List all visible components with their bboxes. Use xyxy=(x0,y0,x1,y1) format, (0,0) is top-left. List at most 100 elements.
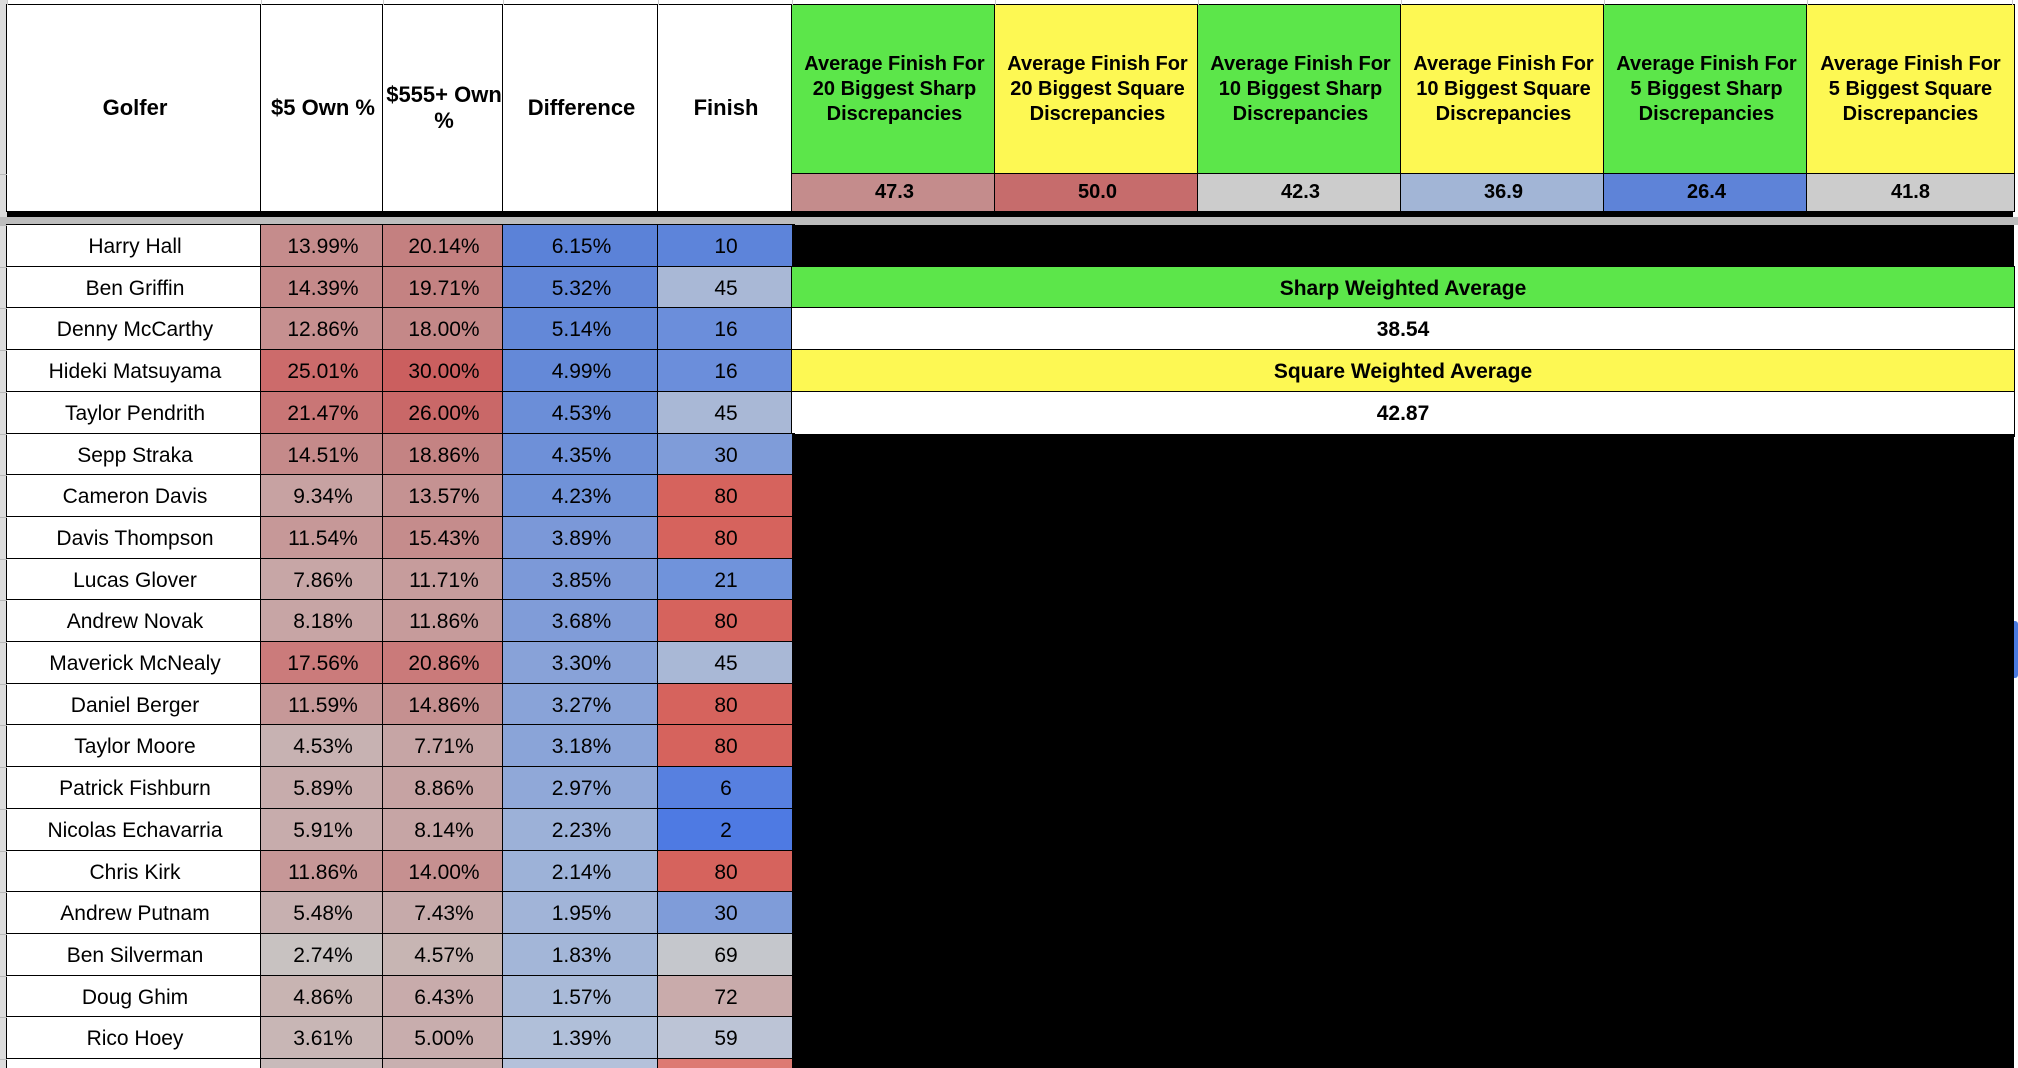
golfer-cell[interactable]: Andrew Novak xyxy=(7,600,263,644)
own5-cell[interactable]: 8.18% xyxy=(261,600,385,644)
square-weighted-average-label[interactable]: Square Weighted Average xyxy=(792,350,2014,394)
own555-cell[interactable]: 26.00% xyxy=(383,392,505,436)
golfer-cell[interactable]: Sepp Straka xyxy=(7,434,263,477)
own5-cell[interactable]: 5.89% xyxy=(261,767,385,811)
own555-cell[interactable]: 18.00% xyxy=(383,308,505,352)
partial-row-cell[interactable] xyxy=(7,1059,263,1068)
own555-cell[interactable]: 8.86% xyxy=(383,767,505,811)
diff-cell[interactable]: 3.27% xyxy=(503,684,660,727)
golfer-cell[interactable]: Doug Ghim xyxy=(7,976,263,1019)
column-header-golfer[interactable]: Golfer xyxy=(7,5,263,211)
finish-cell[interactable]: 6 xyxy=(658,767,794,811)
own5-cell[interactable]: 14.39% xyxy=(261,267,385,310)
own555-cell[interactable]: 14.00% xyxy=(383,851,505,894)
finish-cell[interactable]: 80 xyxy=(658,600,794,644)
golfer-cell[interactable]: Cameron Davis xyxy=(7,475,263,519)
diff-cell[interactable]: 1.95% xyxy=(503,892,660,936)
golfer-cell[interactable]: Rico Hoey xyxy=(7,1017,263,1061)
own555-cell[interactable]: 14.86% xyxy=(383,684,505,727)
finish-cell[interactable]: 2 xyxy=(658,809,794,853)
own5-cell[interactable]: 3.61% xyxy=(261,1017,385,1061)
finish-cell[interactable]: 30 xyxy=(658,434,794,477)
diff-cell[interactable]: 2.14% xyxy=(503,851,660,894)
own5-cell[interactable]: 17.56% xyxy=(261,642,385,686)
finish-cell[interactable]: 80 xyxy=(658,725,794,769)
own555-cell[interactable]: 7.71% xyxy=(383,725,505,769)
own5-cell[interactable]: 11.54% xyxy=(261,517,385,561)
column-header-difference[interactable]: Difference xyxy=(503,5,660,211)
golfer-cell[interactable]: Chris Kirk xyxy=(7,851,263,894)
metric-header-cell[interactable]: Average Finish For 10 Biggest Sharp Disc… xyxy=(1198,5,1403,174)
metric-header-cell[interactable]: Average Finish For 10 Biggest Square Dis… xyxy=(1401,5,1606,174)
finish-cell[interactable]: 72 xyxy=(658,976,794,1019)
sharp-weighted-average-label[interactable]: Sharp Weighted Average xyxy=(792,267,2014,310)
partial-row-cell[interactable] xyxy=(503,1059,660,1068)
own5-cell[interactable]: 12.86% xyxy=(261,308,385,352)
diff-cell[interactable]: 5.32% xyxy=(503,267,660,310)
partial-row-cell[interactable] xyxy=(383,1059,505,1068)
golfer-cell[interactable]: Harry Hall xyxy=(7,225,263,269)
own5-cell[interactable]: 4.86% xyxy=(261,976,385,1019)
golfer-cell[interactable]: Daniel Berger xyxy=(7,684,263,727)
own5-cell[interactable]: 4.53% xyxy=(261,725,385,769)
diff-cell[interactable]: 3.85% xyxy=(503,559,660,602)
finish-cell[interactable]: 16 xyxy=(658,308,794,352)
metric-header-cell[interactable]: Average Finish For 20 Biggest Square Dis… xyxy=(995,5,1200,174)
own5-cell[interactable]: 21.47% xyxy=(261,392,385,436)
golfer-cell[interactable]: Hideki Matsuyama xyxy=(7,350,263,394)
own5-cell[interactable]: 7.86% xyxy=(261,559,385,602)
own5-cell[interactable]: 11.59% xyxy=(261,684,385,727)
scrollbar-thumb[interactable] xyxy=(2011,621,2018,678)
diff-cell[interactable]: 5.14% xyxy=(503,308,660,352)
golfer-cell[interactable]: Lucas Glover xyxy=(7,559,263,602)
golfer-cell[interactable]: Denny McCarthy xyxy=(7,308,263,352)
own5-cell[interactable]: 9.34% xyxy=(261,475,385,519)
metric-value-cell[interactable]: 36.9 xyxy=(1401,174,1606,211)
diff-cell[interactable]: 4.53% xyxy=(503,392,660,436)
golfer-cell[interactable]: Ben Silverman xyxy=(7,934,263,978)
own555-cell[interactable]: 15.43% xyxy=(383,517,505,561)
diff-cell[interactable]: 3.89% xyxy=(503,517,660,561)
diff-cell[interactable]: 3.68% xyxy=(503,600,660,644)
metric-header-cell[interactable]: Average Finish For 5 Biggest Square Disc… xyxy=(1807,5,2014,174)
golfer-cell[interactable]: Andrew Putnam xyxy=(7,892,263,936)
finish-cell[interactable]: 80 xyxy=(658,475,794,519)
own555-cell[interactable]: 13.57% xyxy=(383,475,505,519)
diff-cell[interactable]: 4.99% xyxy=(503,350,660,394)
own555-cell[interactable]: 8.14% xyxy=(383,809,505,853)
finish-cell[interactable]: 80 xyxy=(658,517,794,561)
own555-cell[interactable]: 20.14% xyxy=(383,225,505,269)
square-weighted-average-value[interactable]: 42.87 xyxy=(792,392,2014,436)
own555-cell[interactable]: 7.43% xyxy=(383,892,505,936)
own5-cell[interactable]: 2.74% xyxy=(261,934,385,978)
diff-cell[interactable]: 1.39% xyxy=(503,1017,660,1061)
diff-cell[interactable]: 1.83% xyxy=(503,934,660,978)
finish-cell[interactable]: 16 xyxy=(658,350,794,394)
diff-cell[interactable]: 2.23% xyxy=(503,809,660,853)
partial-row-cell[interactable] xyxy=(261,1059,385,1068)
own5-cell[interactable]: 5.48% xyxy=(261,892,385,936)
own555-cell[interactable]: 20.86% xyxy=(383,642,505,686)
metric-value-cell[interactable]: 42.3 xyxy=(1198,174,1403,211)
diff-cell[interactable]: 4.35% xyxy=(503,434,660,477)
diff-cell[interactable]: 1.57% xyxy=(503,976,660,1019)
metric-value-cell[interactable]: 26.4 xyxy=(1604,174,1809,211)
metric-value-cell[interactable]: 41.8 xyxy=(1807,174,2014,211)
column-header-own555[interactable]: $555+ Own % xyxy=(383,5,505,211)
own555-cell[interactable]: 5.00% xyxy=(383,1017,505,1061)
own555-cell[interactable]: 18.86% xyxy=(383,434,505,477)
finish-cell[interactable]: 80 xyxy=(658,684,794,727)
own555-cell[interactable]: 30.00% xyxy=(383,350,505,394)
metric-header-cell[interactable]: Average Finish For 20 Biggest Sharp Disc… xyxy=(792,5,997,174)
sharp-weighted-average-value[interactable]: 38.54 xyxy=(792,308,2014,352)
finish-cell[interactable]: 10 xyxy=(658,225,794,269)
own555-cell[interactable]: 6.43% xyxy=(383,976,505,1019)
golfer-cell[interactable]: Nicolas Echavarria xyxy=(7,809,263,853)
own555-cell[interactable]: 11.71% xyxy=(383,559,505,602)
own5-cell[interactable]: 5.91% xyxy=(261,809,385,853)
finish-cell[interactable]: 21 xyxy=(658,559,794,602)
diff-cell[interactable]: 4.23% xyxy=(503,475,660,519)
own555-cell[interactable]: 19.71% xyxy=(383,267,505,310)
partial-row-cell[interactable] xyxy=(658,1059,794,1068)
own5-cell[interactable]: 14.51% xyxy=(261,434,385,477)
